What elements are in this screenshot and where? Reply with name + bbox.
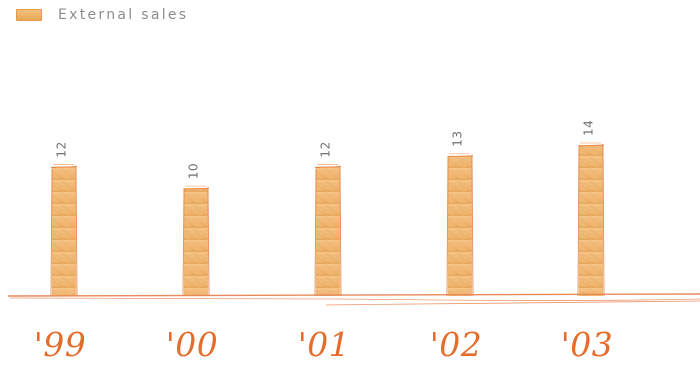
bar-3 <box>448 155 472 296</box>
bar-outline-3 <box>446 154 474 297</box>
year-label-4: '03 <box>561 325 614 364</box>
value-label-0: 12 <box>55 141 69 157</box>
year-label-2: '01 <box>298 325 351 364</box>
value-label-4: 14 <box>582 120 596 136</box>
bar-4 <box>579 145 603 296</box>
bar-outline-4 <box>577 143 605 297</box>
year-label-0: '99 <box>34 325 87 364</box>
bar-top-4 <box>580 142 602 147</box>
bar-outline-1 <box>182 187 210 297</box>
bar-2 <box>316 166 340 296</box>
legend: External sales <box>16 8 188 22</box>
year-label-1: '00 <box>166 325 219 364</box>
year-label-3: '02 <box>430 325 483 364</box>
bar-outline-0 <box>50 165 78 297</box>
bar-top-3 <box>449 153 471 158</box>
x-axis-line-tail <box>325 300 700 306</box>
value-label-3: 13 <box>451 131 465 147</box>
value-label-2: 12 <box>319 141 333 157</box>
value-label-1: 10 <box>187 163 201 179</box>
bar-1 <box>184 188 208 296</box>
legend-swatch <box>16 9 42 21</box>
bar-0 <box>52 166 76 296</box>
bar-outline-2 <box>314 165 342 297</box>
bar-top-2 <box>317 164 339 168</box>
bar-top-0 <box>53 164 75 168</box>
legend-label: External sales <box>58 7 189 23</box>
bar-top-1 <box>185 185 207 190</box>
x-axis-line-secondary <box>9 297 700 301</box>
